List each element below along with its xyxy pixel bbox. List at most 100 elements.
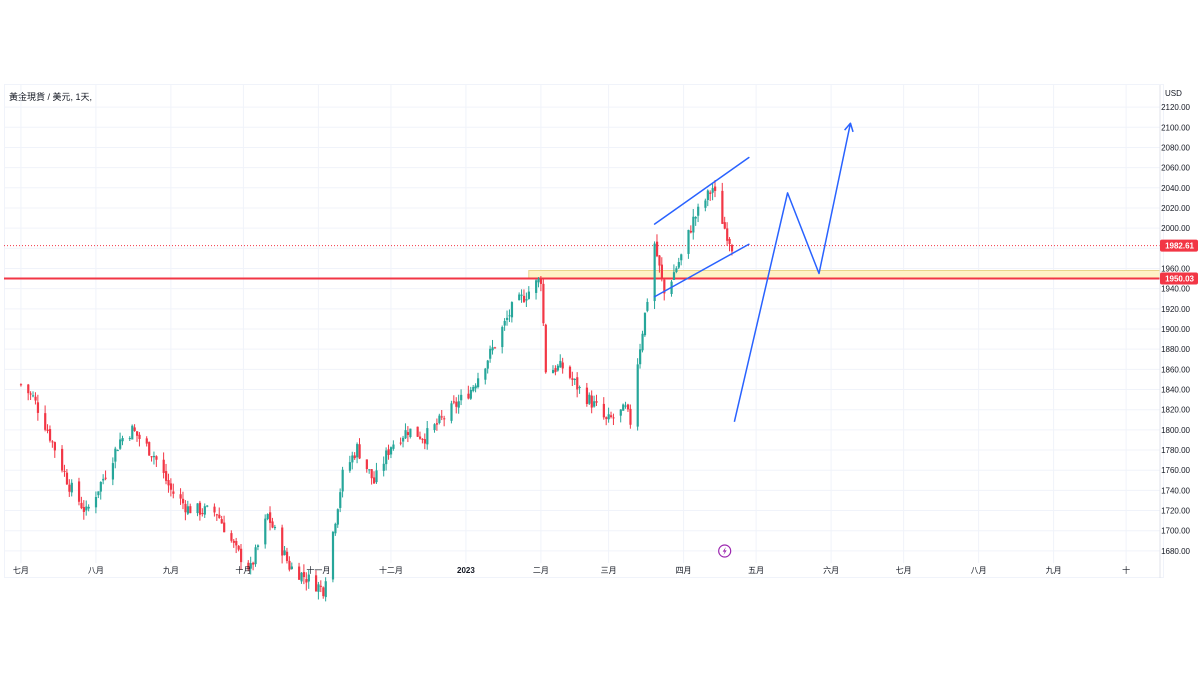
y-tick-label: 1900.00 — [1161, 325, 1190, 334]
candle-body — [624, 405, 627, 407]
candle-body — [568, 366, 572, 378]
candle-body — [387, 449, 390, 455]
projection-path[interactable] — [733, 123, 852, 422]
candle-body — [450, 403, 453, 421]
candle-body — [237, 545, 240, 550]
channel-upper-line[interactable] — [653, 156, 750, 225]
currency-label: USD — [1165, 89, 1182, 98]
candle-body — [421, 438, 424, 440]
candle-body — [254, 547, 257, 565]
candle-body — [138, 434, 141, 439]
candle-body — [365, 459, 368, 470]
candle-body — [629, 408, 632, 425]
candle-body — [477, 378, 480, 388]
supply-zone-rect[interactable] — [528, 270, 1161, 280]
candle-body — [305, 579, 308, 583]
candle-body — [443, 418, 446, 420]
drawings[interactable] — [653, 122, 854, 422]
candle-body — [339, 492, 342, 508]
candle-body — [491, 347, 494, 351]
time-axis[interactable]: 七月 八月 九月 十月 十一月 十二月 2023 二月 三月 四月 五月 六月 七月 八月 九月 十 — [13, 565, 1130, 575]
y-tick-label: 1880.00 — [1161, 345, 1190, 354]
candle-body — [172, 491, 175, 494]
candle-body — [128, 438, 131, 440]
candle-body — [672, 272, 676, 280]
candle-body — [382, 463, 385, 471]
candle-body — [675, 268, 678, 273]
grid — [4, 85, 1160, 563]
candle-body — [689, 230, 693, 233]
candle-body — [351, 455, 354, 463]
candle-body — [232, 540, 235, 543]
candle-body — [322, 587, 325, 597]
candle-body — [484, 368, 487, 380]
candle-body — [198, 502, 202, 515]
candle-body — [300, 572, 303, 582]
candle-body — [213, 506, 216, 513]
candle-body — [460, 394, 463, 401]
candle-body — [551, 369, 555, 374]
candle-body — [266, 514, 269, 520]
candle-body — [235, 541, 238, 546]
candle-body — [542, 283, 545, 324]
candle-body — [658, 255, 661, 266]
arrow-head — [844, 122, 854, 133]
candle-body — [571, 378, 574, 380]
chart-frame — [4, 84, 1164, 578]
candle-body — [336, 509, 339, 525]
candle-body — [271, 521, 274, 528]
candle-body — [77, 481, 81, 502]
candle-body — [215, 514, 219, 516]
candle-body — [489, 348, 492, 359]
candle-body — [230, 533, 233, 541]
candle-body — [416, 426, 419, 437]
candle-body — [131, 425, 134, 440]
x-tick-label: 五月 — [748, 566, 764, 575]
candle-body — [677, 262, 680, 268]
candle-body — [518, 294, 521, 301]
y-tick-label: 1740.00 — [1161, 486, 1190, 495]
y-tick-label: 2000.00 — [1161, 224, 1190, 233]
candle-body — [302, 572, 306, 578]
price-axis[interactable]: 2120.00 2100.00 2080.00 2060.00 2040.00 2020.… — [1159, 85, 1191, 578]
y-tick-label: 1720.00 — [1161, 507, 1190, 516]
x-tick-label: 2023 — [457, 566, 475, 575]
candle-body — [167, 480, 170, 486]
candle-body — [588, 394, 591, 404]
candle-body — [711, 188, 714, 193]
candle-body — [694, 217, 697, 219]
candle-body — [348, 462, 352, 471]
candle-body — [622, 404, 625, 411]
candle-body — [63, 470, 66, 472]
y-tick-label: 1960.00 — [1161, 264, 1190, 273]
candle-body — [418, 436, 422, 439]
last-price-tag: 1982.61 — [1160, 239, 1198, 252]
candle-body — [585, 387, 589, 405]
candle-body — [240, 548, 243, 563]
candle-body — [423, 439, 427, 444]
lightning-icon[interactable] — [718, 544, 732, 558]
y-tick-label: 1920.00 — [1161, 305, 1190, 314]
candle-body — [273, 526, 277, 529]
candle-body — [249, 563, 252, 569]
candle-body — [537, 278, 540, 283]
y-tick-label: 1680.00 — [1161, 547, 1190, 556]
symbol-title[interactable]: 黃金現貨 / 美元, 1天, — [9, 92, 93, 102]
candle-body — [179, 494, 182, 499]
candle-body — [285, 551, 289, 561]
candle-body — [510, 302, 514, 318]
supply-zone[interactable] — [528, 270, 1161, 280]
candle-body — [452, 401, 456, 403]
candle-body — [32, 395, 35, 397]
x-tick-label: 七月 — [896, 566, 912, 575]
channel-lower-line[interactable] — [653, 243, 750, 298]
candle-body — [399, 442, 402, 444]
y-tick-label: 1840.00 — [1161, 386, 1190, 395]
candle-body — [646, 301, 649, 311]
candle-body — [486, 360, 489, 369]
candle-body — [53, 442, 56, 451]
candle-body — [61, 448, 64, 471]
candle-body — [283, 550, 286, 556]
candle-body — [469, 389, 472, 399]
